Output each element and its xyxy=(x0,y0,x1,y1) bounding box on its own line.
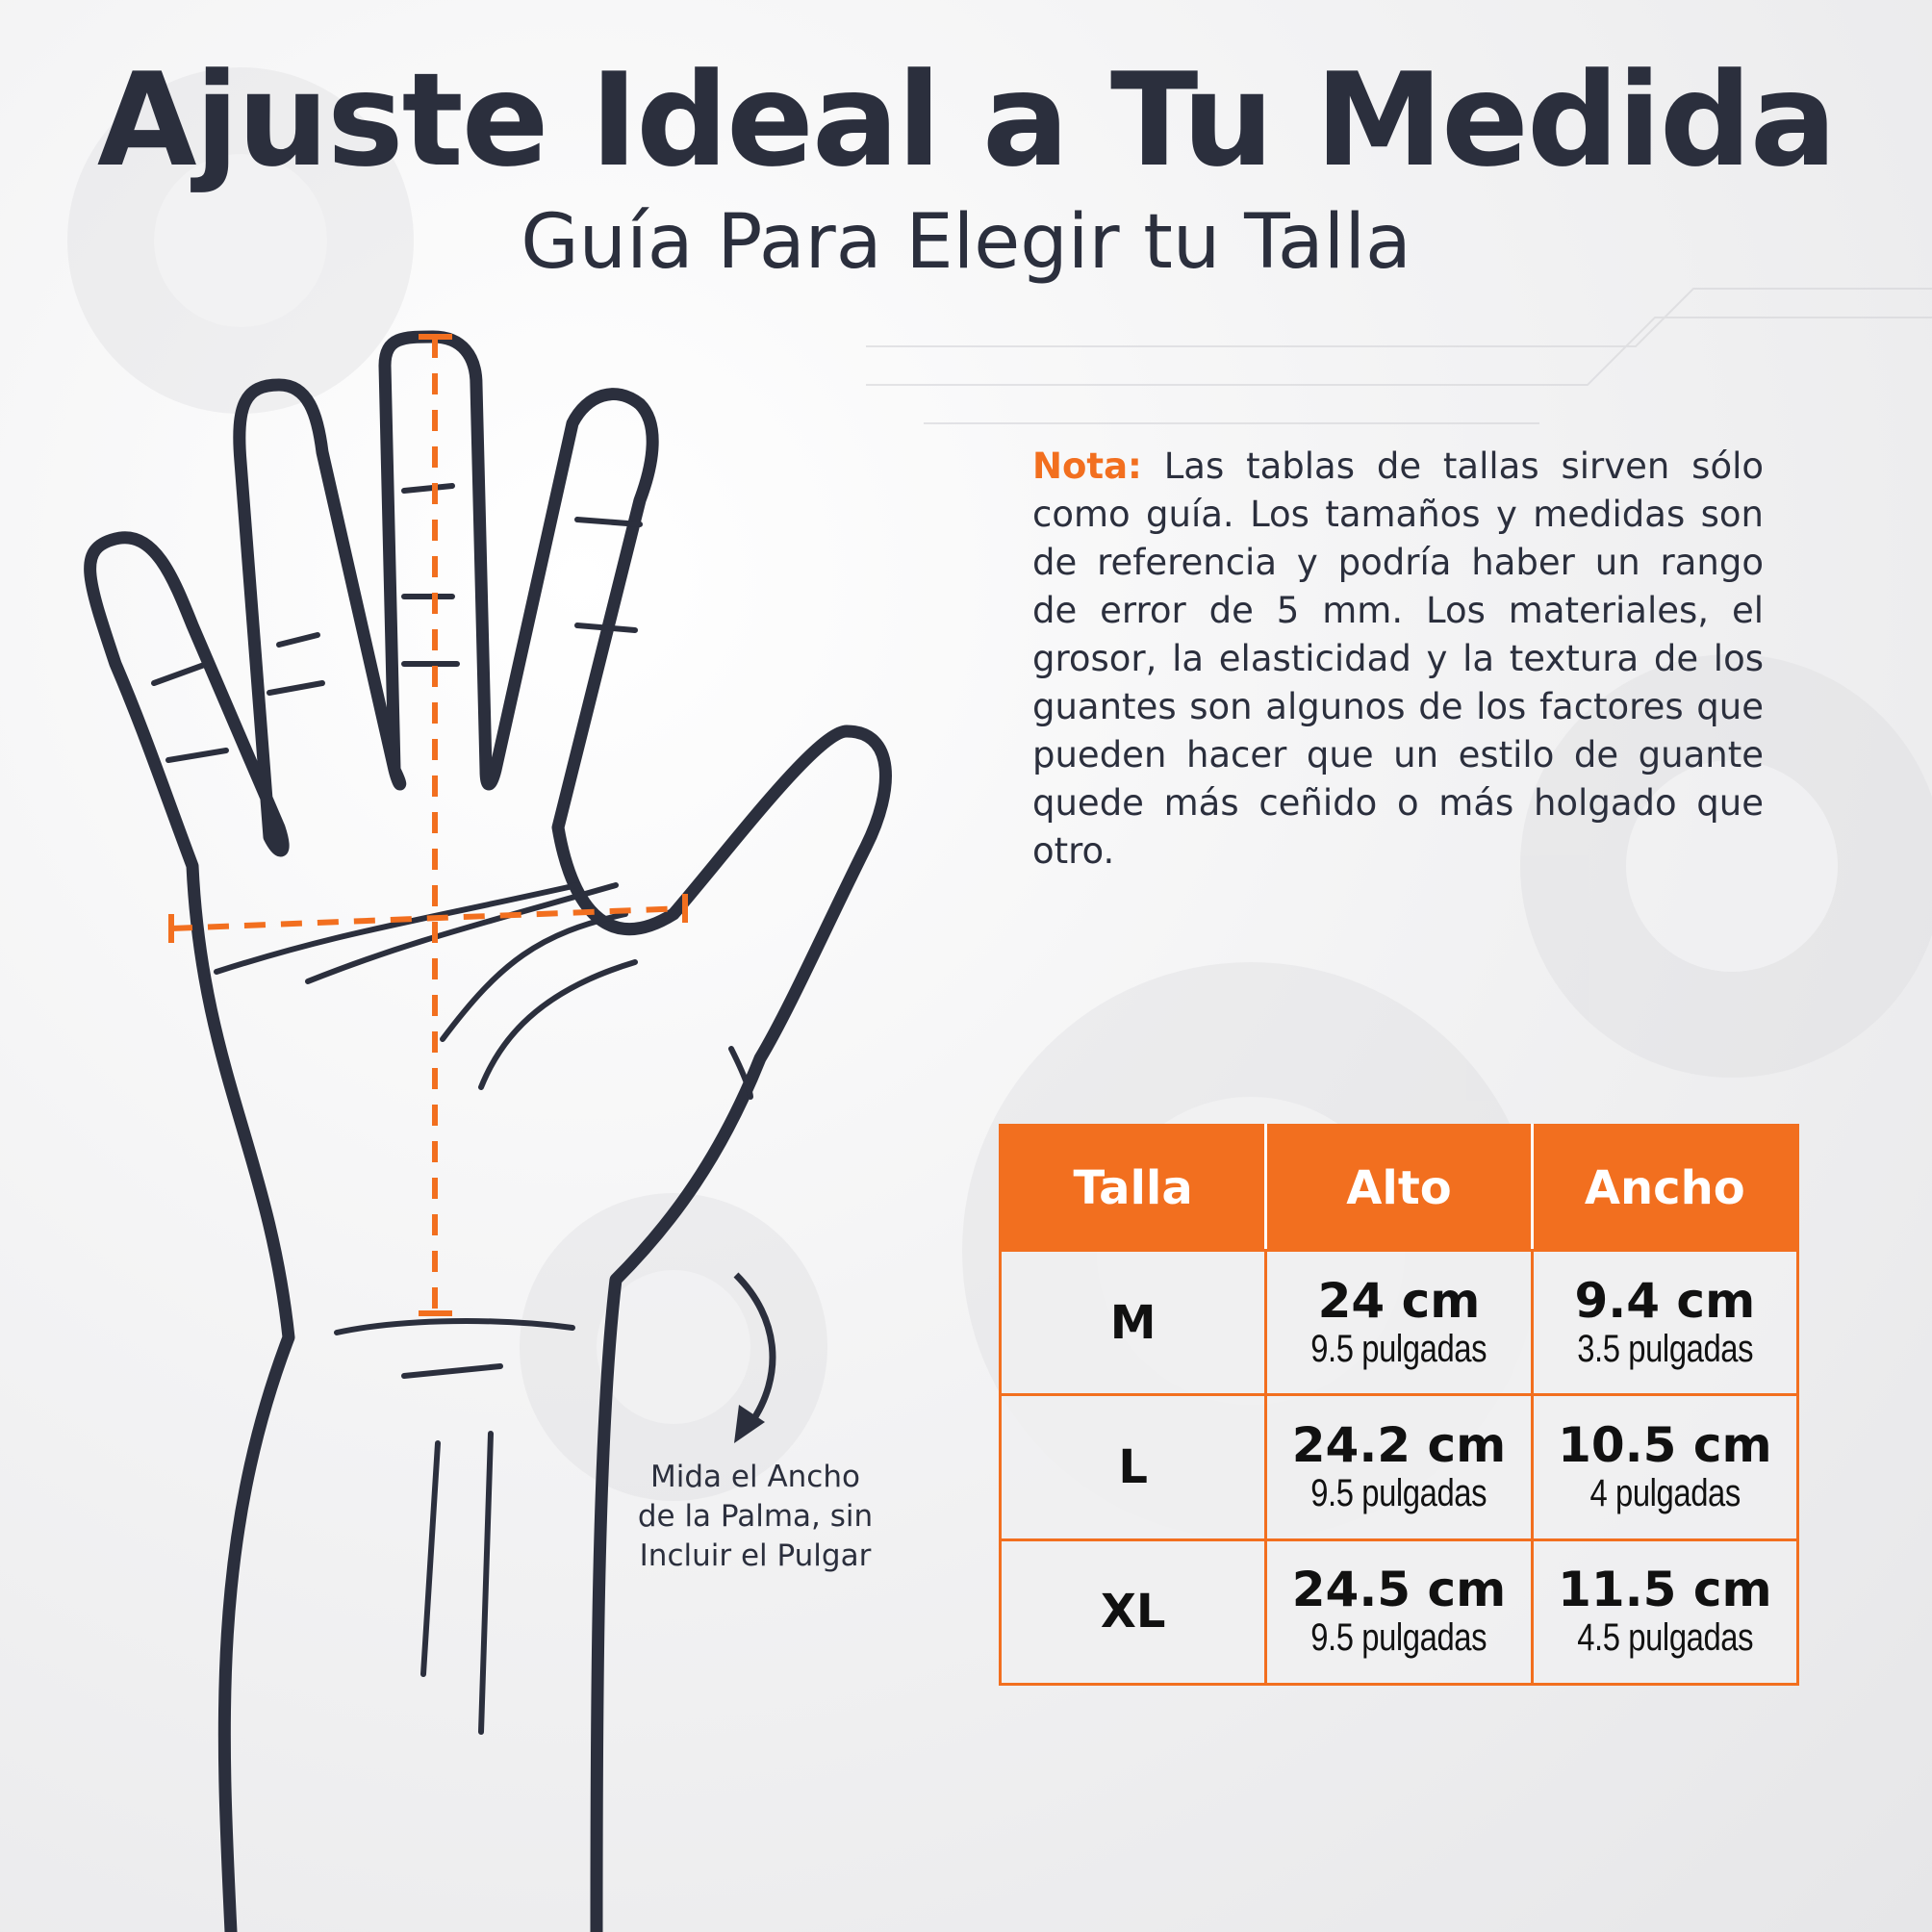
page-subtitle: Guía Para Elegir tu Talla xyxy=(521,199,1411,286)
cell-size: L xyxy=(998,1393,1268,1541)
cell-alto: 24.5 cm 9.5 pulgadas xyxy=(1264,1538,1534,1687)
note-paragraph: Nota: Las tablas de tallas sirven sólo c… xyxy=(1032,443,1764,876)
cell-size: XL xyxy=(998,1538,1268,1687)
cell-alto: 24 cm 9.5 pulgadas xyxy=(1264,1249,1534,1397)
size-table: Talla Alto Ancho M 24 cm 9.5 pulgadas 9.4… xyxy=(998,1123,1800,1687)
cell-ancho: 11.5 cm 4.5 pulgadas xyxy=(1530,1538,1800,1687)
note-text: Las tablas de tallas sirven sólo como gu… xyxy=(1032,445,1764,872)
measure-instruction: Mida el Ancho de la Palma, sin Incluir e… xyxy=(637,1460,874,1573)
header-talla: Talla xyxy=(998,1123,1268,1253)
page-title: Ajuste Ideal a Tu Medida xyxy=(96,45,1837,195)
cell-size: M xyxy=(998,1249,1268,1397)
header-alto: Alto xyxy=(1264,1123,1534,1253)
cell-ancho: 10.5 cm 4 pulgadas xyxy=(1530,1393,1800,1541)
table-row: M 24 cm 9.5 pulgadas 9.4 cm 3.5 pulgadas xyxy=(998,1249,1800,1397)
table-header-row: Talla Alto Ancho xyxy=(998,1123,1800,1253)
table-row: XL 24.5 cm 9.5 pulgadas 11.5 cm 4.5 pulgad… xyxy=(998,1538,1800,1687)
cell-ancho: 9.4 cm 3.5 pulgadas xyxy=(1530,1249,1800,1397)
note-label: Nota: xyxy=(1032,445,1142,487)
hand-outline-illustration xyxy=(84,330,892,1932)
hand-outline-icon xyxy=(84,330,892,1932)
curved-arrow-icon xyxy=(733,1272,776,1443)
header-ancho: Ancho xyxy=(1530,1123,1800,1253)
cell-alto: 24.2 cm 9.5 pulgadas xyxy=(1264,1393,1534,1541)
table-row: L 24.2 cm 9.5 pulgadas 10.5 cm 4 pulgadas xyxy=(998,1393,1800,1541)
